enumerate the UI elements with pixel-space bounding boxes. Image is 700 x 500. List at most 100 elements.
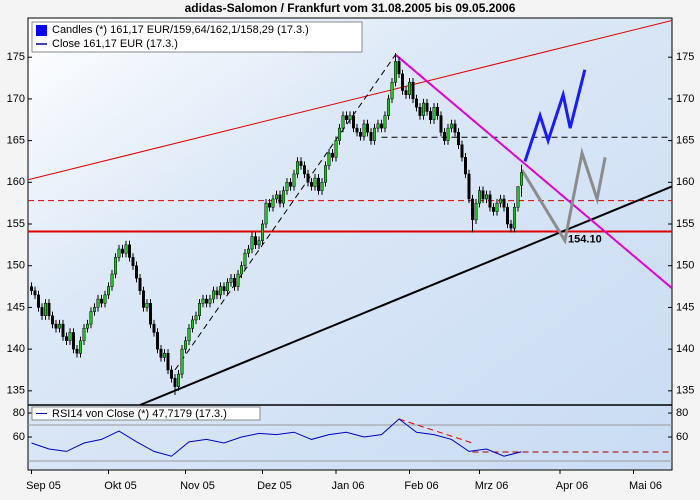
y-tick-label: 140 xyxy=(676,343,694,355)
candle-body xyxy=(296,161,299,175)
x-tick-label: Feb 06 xyxy=(404,480,438,492)
candle-body xyxy=(471,198,474,221)
candle-body xyxy=(432,106,436,121)
candle-body xyxy=(65,336,68,342)
candle-body xyxy=(37,294,40,308)
y-tick-label: 175 xyxy=(7,51,25,63)
candle-body xyxy=(394,61,397,83)
candle-body xyxy=(194,315,198,321)
candle-body xyxy=(271,198,275,208)
trend-line xyxy=(28,20,672,181)
candle-body xyxy=(366,123,369,133)
x-tick-label: Mrz 06 xyxy=(475,480,509,492)
candle-body xyxy=(429,111,432,121)
candle-body xyxy=(121,248,124,254)
rsi-legend-box xyxy=(31,406,261,421)
candle-body xyxy=(149,302,152,325)
candle-body xyxy=(173,378,177,387)
candle-body xyxy=(264,202,268,225)
y-tick-label: 170 xyxy=(676,93,694,105)
candle-body xyxy=(222,286,226,291)
candle-body xyxy=(100,298,103,304)
candle-body xyxy=(166,353,170,371)
y-tick-label: 155 xyxy=(7,218,25,230)
candle-body xyxy=(163,353,166,358)
candle-body xyxy=(89,311,93,325)
candle-body xyxy=(54,323,58,329)
candle-body xyxy=(320,182,324,191)
candle-body xyxy=(254,236,257,246)
rsi-trend-line xyxy=(398,418,473,444)
candle-body xyxy=(138,277,142,291)
candle-body xyxy=(418,106,422,116)
candle-body xyxy=(373,127,376,141)
candle-body xyxy=(236,273,240,287)
candle-body xyxy=(369,132,373,141)
candle-body xyxy=(250,236,254,250)
candle-body xyxy=(306,173,310,183)
candle-body xyxy=(72,332,75,350)
candle-body xyxy=(278,194,282,204)
candle-body xyxy=(488,194,492,208)
candle-body xyxy=(128,244,131,258)
candle-body xyxy=(51,315,54,325)
candle-body xyxy=(425,102,429,112)
legend-label: Close 161,17 EUR (17.3.) xyxy=(52,38,178,50)
candle-body xyxy=(117,248,121,258)
candle-body xyxy=(177,373,180,387)
rsi-line xyxy=(31,418,522,457)
rsi-legend-label: RSI14 von Close (*) 47,7179 (17.3.) xyxy=(52,408,227,420)
y-tick-label: 165 xyxy=(7,135,25,147)
candle-body xyxy=(285,182,289,191)
candle-body xyxy=(275,194,278,200)
candle-body xyxy=(184,340,187,350)
trend-line xyxy=(139,185,672,405)
candle-body xyxy=(390,81,394,100)
candle-body xyxy=(506,207,509,225)
candle-body xyxy=(457,132,460,146)
candle-body xyxy=(215,290,219,296)
candle-body xyxy=(180,348,184,375)
candle-body xyxy=(114,257,117,275)
candle-body xyxy=(103,294,107,304)
candle-body xyxy=(509,223,513,229)
chart-title: adidas-Salomon / Frankfurt vom 31.08.200… xyxy=(185,1,516,15)
y-tick-label: 155 xyxy=(676,218,694,230)
candle-body xyxy=(208,298,212,304)
x-tick-label: Sep 05 xyxy=(26,480,61,492)
candle-body xyxy=(159,348,163,358)
candle-body xyxy=(415,98,418,108)
candle-body xyxy=(44,302,47,317)
candle-body xyxy=(257,240,261,246)
candle-body xyxy=(474,202,478,221)
candle-body xyxy=(411,81,415,100)
candle-body xyxy=(292,173,296,187)
candle-body xyxy=(401,73,404,91)
candle-body xyxy=(198,302,201,317)
candle-body xyxy=(313,177,317,187)
axes: 135 135 140 140 145 145 150 150 155 155 160 160 165 1… xyxy=(7,21,694,492)
candle-body xyxy=(191,319,194,329)
x-tick-label: Okt 05 xyxy=(104,480,136,492)
x-tick-label: Dez 05 xyxy=(257,480,292,492)
y-tick-label: 80 xyxy=(13,407,25,419)
x-tick-label: Jan 06 xyxy=(331,480,364,492)
candle-body xyxy=(453,123,457,133)
candle-body xyxy=(439,115,443,133)
plot-area xyxy=(27,17,673,471)
trend-line xyxy=(523,69,587,162)
candle-body xyxy=(345,115,348,121)
candle-body xyxy=(82,328,86,342)
candle-body xyxy=(145,302,149,308)
candle-body xyxy=(422,102,425,116)
candle-body xyxy=(338,127,341,141)
candle-body xyxy=(135,265,138,279)
candle-body xyxy=(499,198,502,204)
candle-body xyxy=(446,127,450,141)
candle-body xyxy=(131,257,135,266)
candle-body xyxy=(75,348,79,354)
candle-body xyxy=(303,165,306,175)
x-tick-label: Nov 05 xyxy=(180,480,215,492)
candle-body xyxy=(331,152,334,158)
